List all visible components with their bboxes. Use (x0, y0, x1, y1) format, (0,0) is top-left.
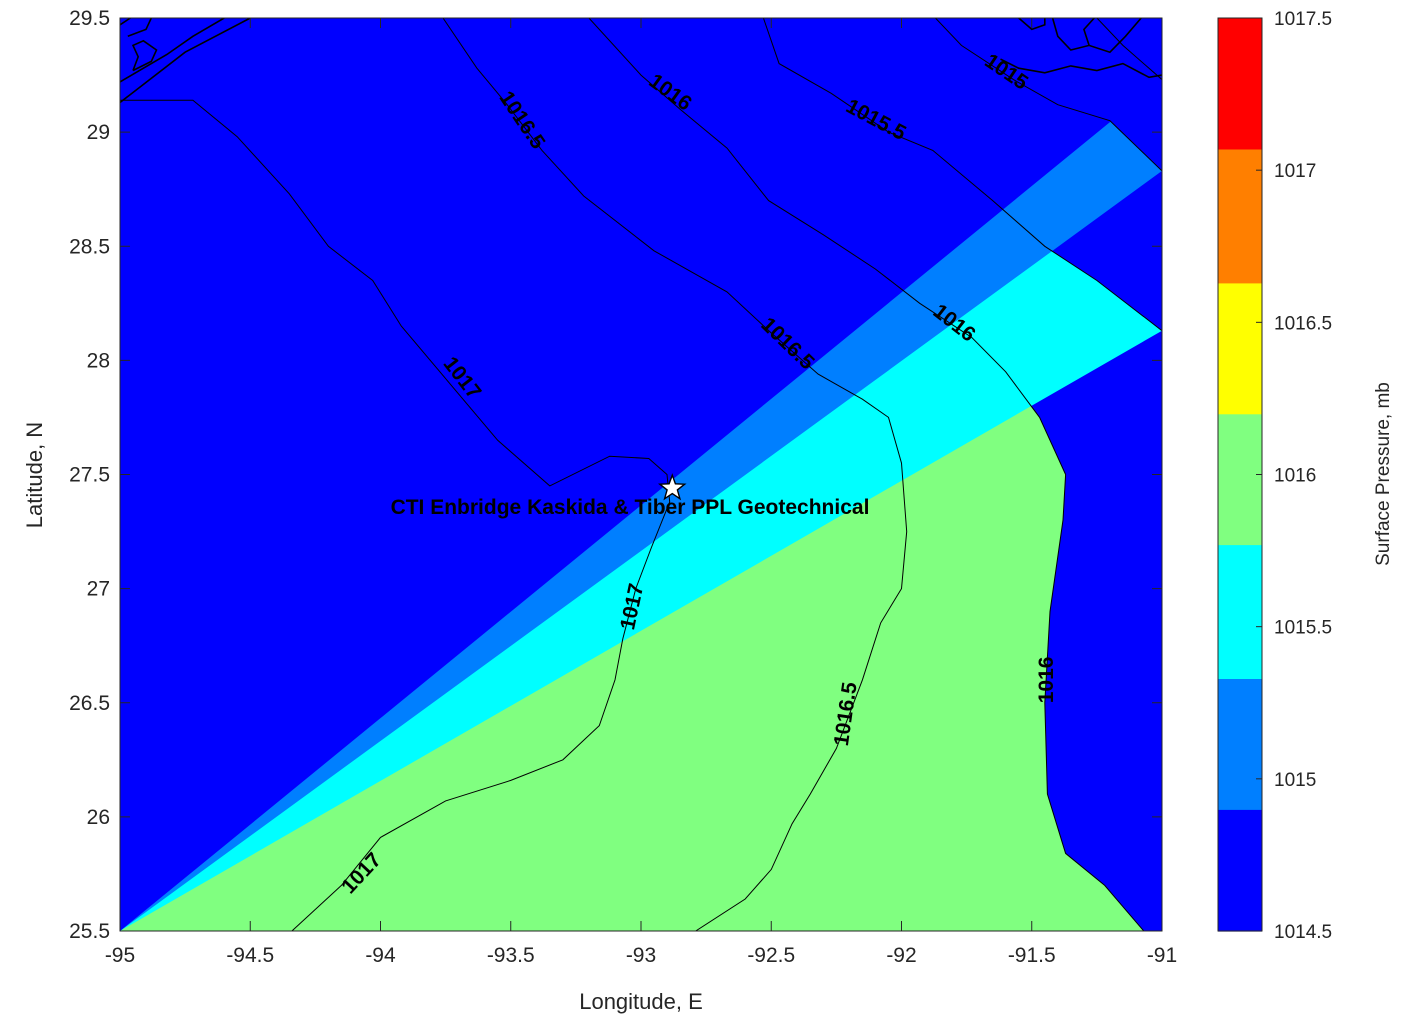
x-tick-label: -92.5 (747, 944, 795, 967)
contour-line-0 (120, 99, 671, 931)
colorbar-tick-label: 1017 (1274, 161, 1316, 182)
coastline-1 (120, 18, 225, 83)
contour-line-2 (588, 18, 1145, 931)
x-tick-label: -95 (105, 944, 135, 967)
coastline-7 (1082, 18, 1095, 46)
contour-fill-5 (120, 18, 1162, 931)
contour-line-4 (935, 18, 1162, 172)
colorbar-band (1218, 18, 1262, 150)
y-tick-label: 27.5 (69, 464, 110, 487)
x-tick-label: -93.5 (487, 944, 535, 967)
x-axis: -95 -94.5 -94 -93.5 -93 -92.5 -92 -91.5 -91 (105, 18, 1177, 967)
plot-area (120, 18, 1162, 931)
coastline-3 (127, 18, 153, 38)
y-tick-label: 26 (87, 806, 110, 829)
coastline-8 (1018, 18, 1046, 31)
colorbar-label: Surface Pressure, mb (1373, 382, 1394, 566)
colorbar-band (1218, 413, 1262, 546)
colorbar-band (1218, 282, 1262, 415)
coastline-4 (120, 18, 131, 26)
y-tick-label: 26.5 (69, 692, 110, 715)
colorbar-band (1218, 809, 1262, 932)
site-star-icon (657, 473, 687, 501)
colorbar-tick-label: 1015 (1274, 770, 1316, 791)
x-tick-label: -94 (365, 944, 396, 967)
contour-label: 1016 (1035, 657, 1058, 704)
contour-line-1 (442, 18, 908, 931)
colorbar-band (1218, 678, 1262, 810)
y-axis: 25.5 26 26.5 27 27.5 28 28.5 29 29.5 (69, 7, 1162, 943)
colorbar-tick-label: 1017.5 (1274, 9, 1332, 30)
coastline-5 (1000, 58, 1162, 79)
contour-fills (120, 18, 1162, 931)
coastline-2 (131, 39, 158, 72)
y-tick-label: 27 (87, 578, 110, 601)
contour-line-3 (762, 18, 1162, 332)
y-axis-label: Latitude, N (22, 422, 47, 528)
contour-line-5 (1096, 18, 1162, 80)
x-tick-label: -91.5 (1008, 944, 1056, 967)
site-layer: CTI Enbridge Kaskida & Tiber PPL Geotech… (391, 473, 870, 519)
colorbar-tick-label: 1016 (1274, 466, 1316, 487)
colorbar-tick-label: 1016.5 (1274, 313, 1332, 334)
x-tick-label: -92 (886, 944, 916, 967)
y-tick-label: 28 (87, 349, 110, 372)
colorbar-tick-label: 1014.5 (1274, 922, 1332, 943)
coastline-layer (120, 18, 1162, 104)
site-label: CTI Enbridge Kaskida & Tiber PPL Geotech… (391, 496, 870, 519)
colorbar-tick-label: 1015.5 (1274, 618, 1332, 639)
y-tick-label: 29.5 (69, 7, 110, 30)
x-tick-label: -91 (1147, 944, 1177, 967)
colorbar-band (1218, 544, 1262, 679)
x-tick-label: -94.5 (226, 944, 274, 967)
y-tick-label: 28.5 (69, 235, 110, 258)
y-tick-label: 29 (87, 121, 110, 144)
x-tick-label: -93 (626, 944, 656, 967)
x-axis-label: Longitude, E (579, 989, 703, 1014)
coastline-0 (120, 18, 251, 104)
colorbar: 1014.5 1015 1015.5 1016 1016.5 1017 1017.5 (1217, 9, 1332, 943)
colorbar-band (1218, 148, 1262, 284)
y-tick-label: 25.5 (69, 920, 110, 943)
